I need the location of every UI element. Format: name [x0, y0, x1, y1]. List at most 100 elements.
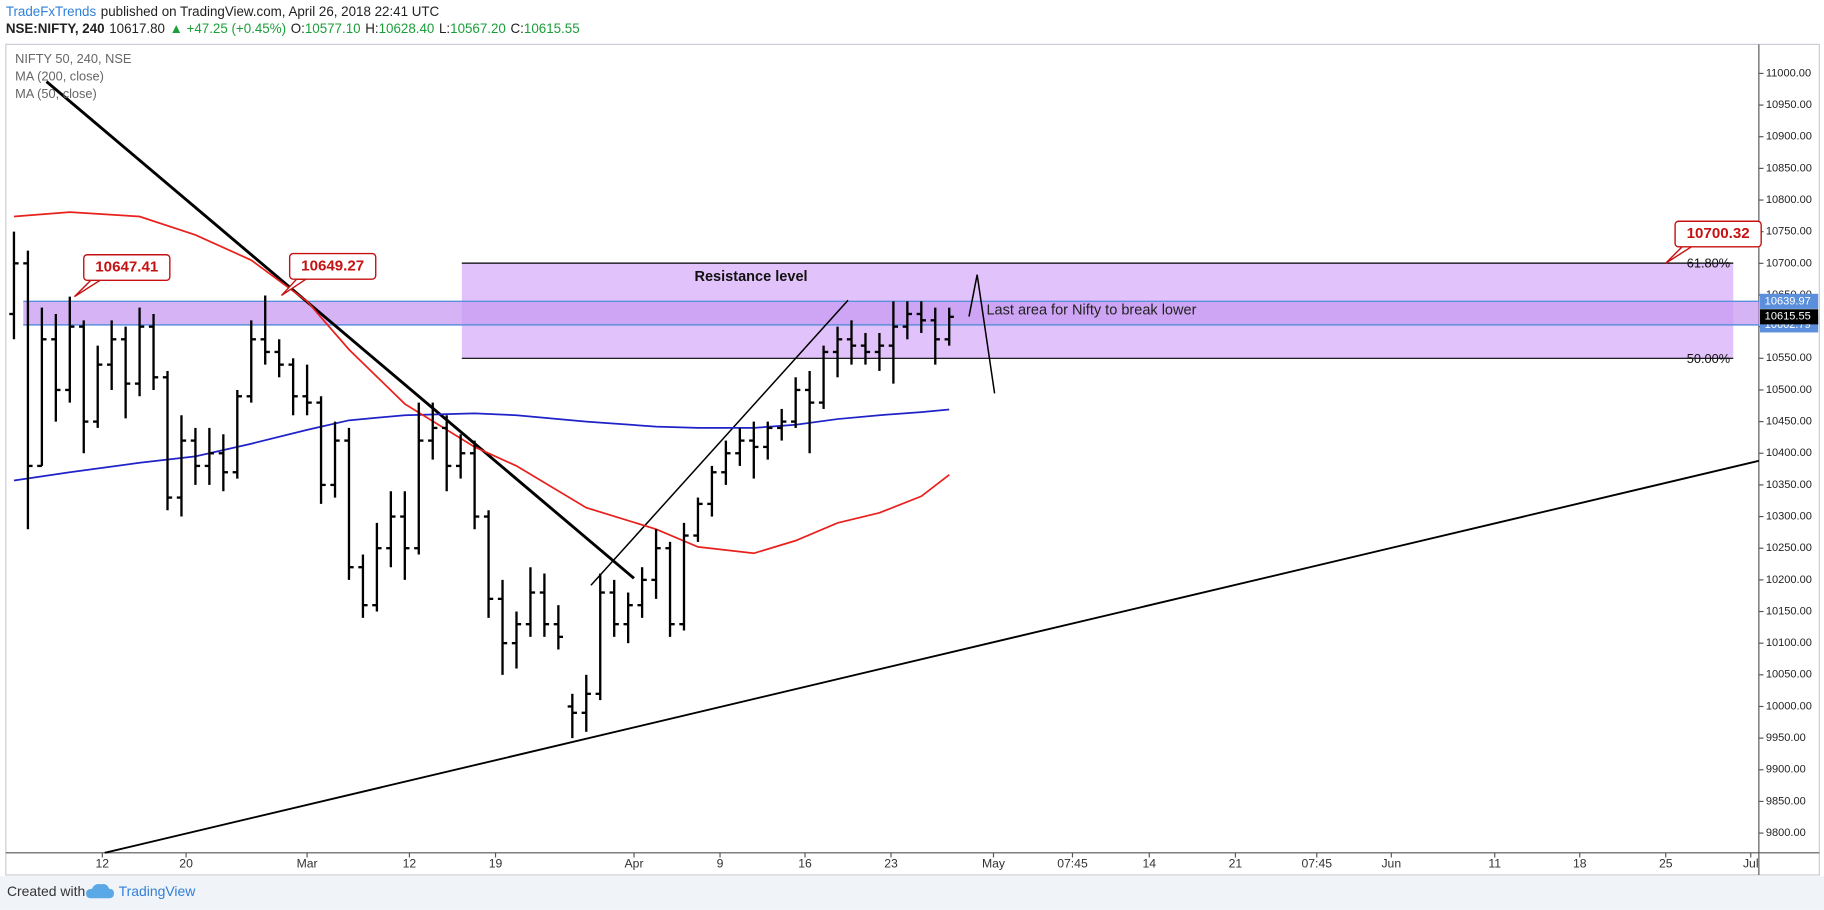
- open-label: O:: [291, 21, 305, 36]
- x-tick-label: 25: [1659, 857, 1673, 871]
- moving-average: [13, 211, 950, 555]
- ohlc-bar: [651, 529, 661, 599]
- callout-label: 10649.27: [301, 257, 364, 274]
- footer-brand[interactable]: TradingView: [119, 883, 197, 899]
- x-tick-label: Mar: [297, 857, 318, 871]
- projection: [968, 274, 996, 394]
- ohlc-bar: [735, 427, 745, 466]
- ohlc-bar: [721, 440, 731, 485]
- last-price: 10617.80: [109, 21, 165, 36]
- x-tick-label: 20: [179, 857, 193, 871]
- band-price: [1760, 293, 1819, 309]
- ohlc-bar: [260, 295, 270, 365]
- author[interactable]: TradeFxTrends: [6, 3, 97, 18]
- ohlc-bar: [204, 427, 215, 485]
- y-tick-label: 10500.00: [1766, 384, 1812, 396]
- y-tick-label: 9950.00: [1766, 732, 1806, 744]
- y-tick-label: 10050.00: [1766, 669, 1812, 681]
- ohlc-bar: [874, 332, 885, 371]
- ohlc-bar: [525, 567, 536, 637]
- fib-label: 61.80%: [1687, 256, 1730, 271]
- ohlc-bar: [372, 522, 382, 612]
- ohlc-bar: [916, 301, 926, 333]
- y-tick-label: 10700.00: [1766, 257, 1812, 269]
- y-tick-label: 10350.00: [1766, 479, 1812, 491]
- ohlc-bar: [442, 415, 452, 492]
- y-tick-label: 10450.00: [1766, 416, 1812, 428]
- ohlc-bar: [888, 301, 899, 384]
- x-tick-label: 23: [884, 857, 898, 871]
- footer-bar: [0, 876, 1824, 910]
- ohlc-bar: [9, 231, 19, 340]
- y-tick-label: 10300.00: [1766, 510, 1812, 522]
- ohlc-bar: [595, 573, 605, 701]
- last-price: [1760, 309, 1819, 325]
- x-tick-label: May: [982, 857, 1006, 871]
- callout-box: [83, 254, 171, 282]
- ohlc-bar: [832, 326, 843, 378]
- y-tick-label: 10800.00: [1766, 194, 1812, 206]
- y-tick-label: 10150.00: [1766, 605, 1812, 617]
- ohlc-bar: [120, 326, 131, 419]
- ohlc-bar: [162, 370, 173, 511]
- ohlc-bar: [190, 427, 201, 485]
- x-tick-label: 07:45: [1301, 857, 1332, 871]
- ohlc-bar: [302, 364, 312, 416]
- y-tick-label: 10550.00: [1766, 352, 1812, 364]
- zones: 61.80% 50.00%: [23, 256, 1759, 366]
- y-tick-label: 9850.00: [1766, 795, 1806, 807]
- drawings: [45, 80, 1760, 854]
- ohlc-bar: [944, 307, 954, 346]
- ohlc-bar: [707, 465, 717, 517]
- y-tick-label: 10950.00: [1766, 99, 1812, 111]
- ohlc-bar: [51, 313, 61, 422]
- y-tick-label: 10100.00: [1766, 637, 1812, 649]
- callout-box: [1674, 220, 1762, 248]
- header-line-2: NSE:NIFTY, 240 10617.80 ▲ +47.25 (+0.45%) O…: [6, 21, 580, 36]
- x-tick-label: 19: [489, 857, 503, 871]
- close-label: C:: [511, 21, 524, 36]
- ohlc-bar: [679, 522, 689, 631]
- ohlc-bar: [37, 307, 47, 468]
- x-tick-label: 12: [96, 857, 110, 871]
- ohlc-bar: [581, 674, 591, 732]
- ohlc-bar: [777, 408, 787, 441]
- ohlc-bar: [749, 421, 759, 479]
- ohlc-bar: [232, 389, 242, 479]
- x-tick-label: 12: [403, 857, 417, 871]
- x-tick-label: Jun: [1381, 857, 1401, 871]
- ohlc-bar: [79, 320, 89, 454]
- ohlc-bar: [539, 573, 550, 637]
- ohlc-bar: [176, 415, 187, 517]
- logo: [86, 884, 114, 899]
- ohlc-bar: [818, 345, 829, 409]
- y-tick-label: 10850.00: [1766, 162, 1812, 174]
- low-label: L:: [439, 21, 450, 36]
- ohlc-bar: [358, 554, 368, 618]
- ohlc-bar: [846, 320, 857, 365]
- ohlc-bar: [623, 592, 633, 644]
- x-tick-label: 16: [798, 857, 812, 871]
- resistance-label: Resistance level: [694, 269, 807, 285]
- callout-label: 10700.32: [1687, 225, 1750, 242]
- ohlc-bar: [804, 370, 815, 454]
- ohlc-bar: [483, 510, 494, 618]
- close-value: 10615.55: [524, 21, 580, 36]
- ohlc-bar: [288, 358, 298, 416]
- x-tick-label: 11: [1488, 857, 1501, 871]
- callout-label: 10647.41: [95, 259, 158, 276]
- trendline: [104, 459, 1760, 854]
- x-tick-label: 9: [717, 857, 724, 871]
- ohlc-bar: [567, 693, 577, 739]
- ohlc-bar: [274, 339, 284, 378]
- ohlc-bar: [414, 402, 424, 555]
- ohlc-bar: [344, 427, 354, 580]
- ohlc-bar: [930, 307, 940, 365]
- low-value: 10567.20: [450, 21, 506, 36]
- fib-label: 50.00%: [1687, 351, 1730, 366]
- y-tick-label: 9800.00: [1766, 827, 1806, 839]
- high-label: H:: [365, 21, 378, 36]
- symbol: NSE:NIFTY, 240: [6, 21, 105, 36]
